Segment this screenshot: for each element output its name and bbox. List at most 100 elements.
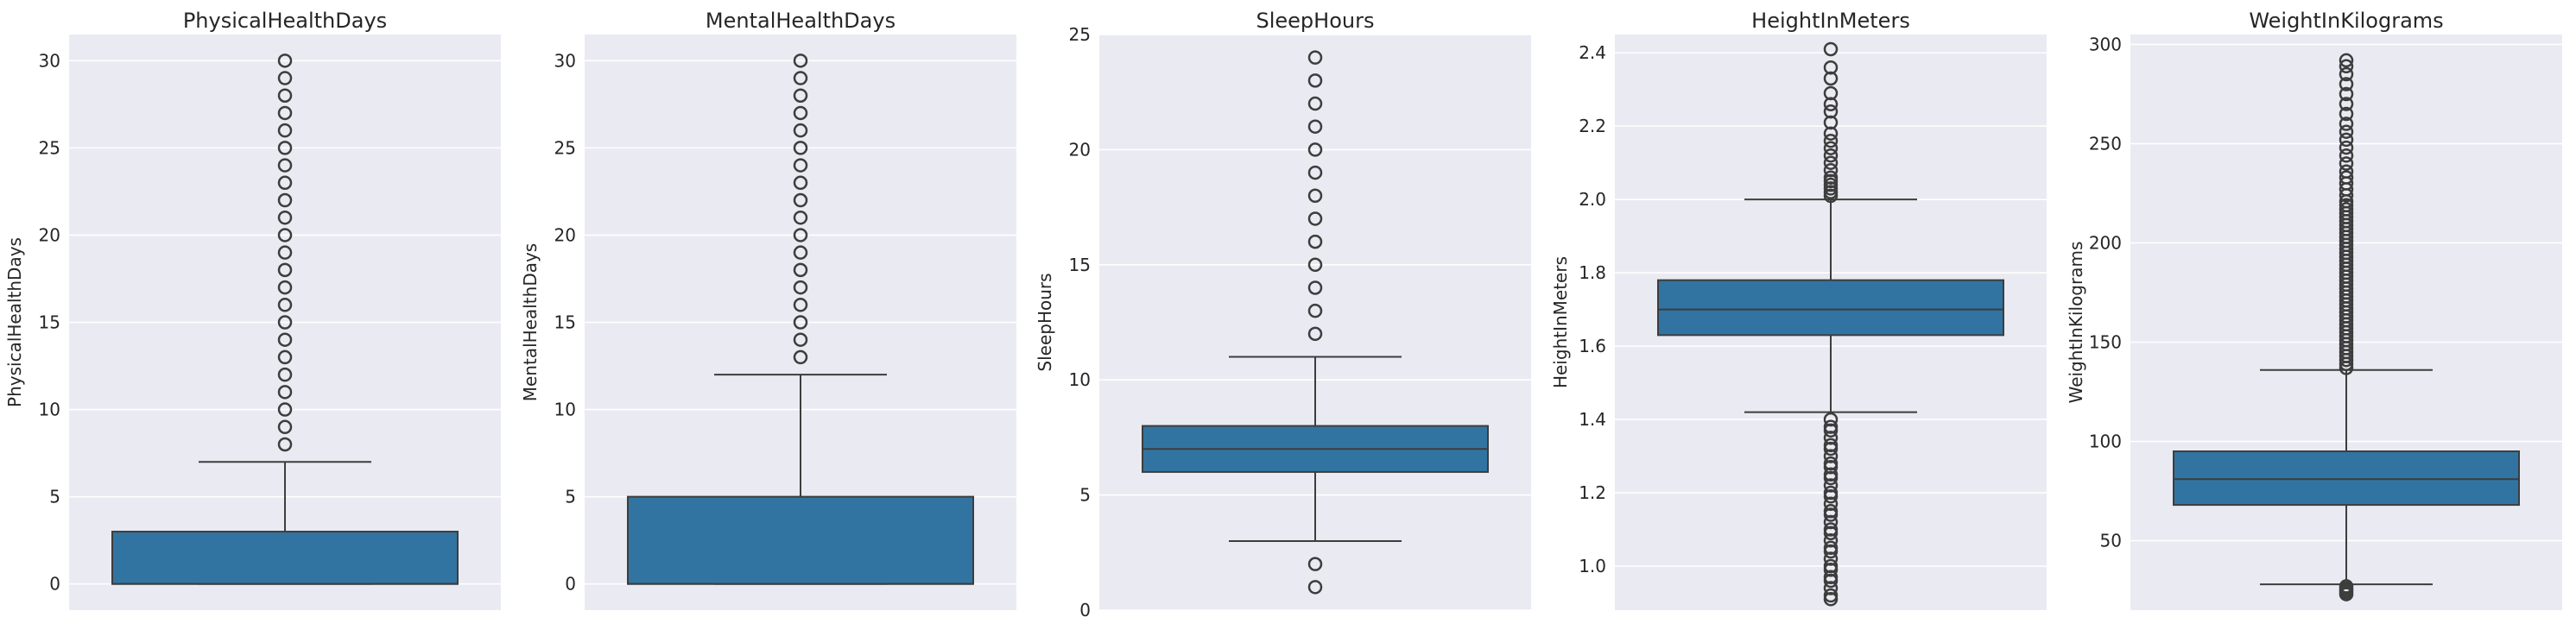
outlier-point	[1823, 170, 1839, 185]
outlier-point	[793, 280, 808, 295]
outlier-point	[1307, 142, 1323, 157]
outlier-point	[277, 385, 293, 400]
outlier-point	[793, 88, 808, 103]
outlier-point	[793, 210, 808, 225]
y-tick-label: 25	[554, 137, 576, 158]
outlier-point	[277, 228, 293, 242]
outlier-point	[277, 141, 293, 155]
outlier-point	[1823, 570, 1839, 585]
outlier-point	[1823, 540, 1839, 556]
y-axis-label: HeightInMeters	[1550, 256, 1571, 388]
outlier-point	[277, 280, 293, 295]
iqr-box	[2173, 450, 2520, 507]
y-tick-label: 2.2	[1579, 116, 1606, 136]
outlier-point	[793, 332, 808, 347]
outlier-point	[1823, 485, 1839, 501]
outlier-point	[1307, 257, 1323, 273]
outlier-point	[793, 298, 808, 312]
outlier-point	[277, 192, 293, 208]
outlier-point	[1307, 188, 1323, 204]
outlier-point	[1823, 551, 1839, 566]
outlier-point	[1823, 522, 1839, 537]
y-tick-label: 1.2	[1579, 482, 1606, 503]
iqr-box	[627, 495, 974, 585]
outlier-point	[1823, 85, 1839, 101]
y-tick-label: 10	[39, 400, 60, 420]
outlier-point	[1823, 419, 1839, 434]
outlier-point	[2339, 170, 2354, 185]
outlier-point	[1823, 41, 1839, 57]
outlier-point	[1823, 581, 1839, 595]
outlier-point	[277, 262, 293, 278]
chart-title: WeightInKilograms	[2249, 9, 2443, 33]
y-tick-label: 15	[1069, 255, 1091, 275]
y-tick-label: 30	[39, 50, 60, 71]
outlier-point	[2339, 59, 2354, 74]
outlier-point	[2339, 202, 2354, 217]
outlier-point	[1307, 280, 1323, 295]
y-tick-label: 5	[1079, 485, 1091, 506]
y-tick-label: 0	[1079, 600, 1091, 620]
chart-title: PhysicalHealthDays	[183, 9, 387, 33]
outlier-point	[277, 123, 293, 138]
chart-title: HeightInMeters	[1751, 9, 1910, 33]
chart-panel-3: 0 5 10 15 20 25 SleepHours SleepHours	[1035, 9, 1531, 620]
outlier-point	[793, 245, 808, 260]
outlier-point	[1307, 211, 1323, 226]
iqr-box	[1657, 279, 2004, 337]
outlier-point	[1823, 514, 1839, 530]
outlier-point	[793, 175, 808, 191]
outlier-point	[1823, 478, 1839, 493]
outlier-point	[1823, 431, 1839, 445]
outlier-point	[793, 192, 808, 208]
outlier-point	[793, 228, 808, 242]
outlier-point	[1307, 326, 1323, 342]
outlier-point	[277, 71, 293, 85]
y-tick-label: 2.0	[1579, 189, 1606, 210]
outlier-point	[277, 210, 293, 225]
y-tick-label: 5	[565, 487, 576, 507]
chart-title: MentalHealthDays	[706, 9, 896, 33]
outlier-point	[2339, 116, 2354, 131]
outlier-point	[1823, 141, 1839, 155]
outlier-point	[1307, 303, 1323, 318]
outlier-point	[793, 158, 808, 173]
outlier-point	[2339, 164, 2354, 179]
y-tick-label: 20	[1069, 139, 1091, 160]
outlier-point	[1823, 456, 1839, 471]
outlier-point	[1823, 588, 1839, 603]
outlier-point	[1307, 580, 1323, 595]
y-tick-label: 300	[2089, 35, 2122, 55]
chart-panel-2: 0 5 10 15 20 25 30 MentalHealthDays MentalHealth…	[520, 9, 1016, 610]
outlier-point	[1823, 133, 1839, 148]
y-axis-label: WeightInKilograms	[2066, 242, 2086, 404]
outlier-point	[277, 105, 293, 121]
y-tick-label: 15	[39, 312, 60, 333]
outlier-point	[1823, 467, 1839, 482]
y-tick-label: 20	[39, 224, 60, 245]
outlier-point	[793, 105, 808, 121]
y-tick-label: 100	[2089, 431, 2122, 452]
outlier-point	[1307, 96, 1323, 111]
outlier-point	[277, 367, 293, 382]
outlier-point	[1823, 148, 1839, 163]
chart-panel-1: 0 5 10 15 20 25 30 PhysicalHealthDays PhysicalHe…	[4, 9, 501, 610]
outlier-point	[2339, 140, 2354, 155]
outlier-point	[1823, 97, 1839, 111]
iqr-box	[111, 531, 459, 585]
outlier-point	[793, 349, 808, 365]
outlier-point	[1823, 104, 1839, 119]
outlier-point	[793, 315, 808, 330]
outlier-point	[277, 349, 293, 365]
chart-panel-5: 50 100 150 200 250 300 WeightInKilograms Weight…	[2066, 9, 2562, 610]
outlier-point	[1307, 73, 1323, 88]
y-tick-label: 1.8	[1579, 262, 1606, 283]
y-tick-label: 20	[554, 224, 576, 245]
y-tick-label: 50	[2100, 531, 2122, 551]
outlier-point	[2339, 156, 2354, 171]
outlier-point	[793, 71, 808, 85]
outlier-point	[1823, 162, 1839, 178]
y-tick-label: 15	[554, 312, 576, 333]
outlier-point	[1823, 412, 1839, 427]
outlier-point	[2339, 148, 2354, 163]
